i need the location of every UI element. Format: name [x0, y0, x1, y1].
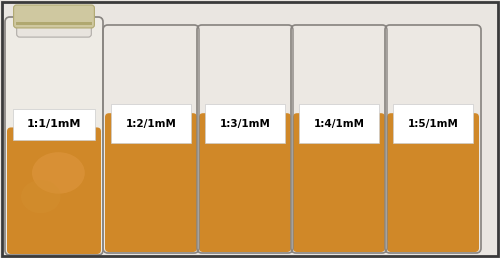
- FancyBboxPatch shape: [293, 113, 385, 252]
- Bar: [205, 104, 285, 143]
- FancyBboxPatch shape: [385, 25, 481, 253]
- FancyBboxPatch shape: [387, 113, 479, 252]
- Ellipse shape: [32, 152, 85, 194]
- FancyBboxPatch shape: [291, 25, 387, 253]
- FancyBboxPatch shape: [105, 113, 197, 252]
- FancyBboxPatch shape: [16, 7, 92, 37]
- Text: 1:4/1mM: 1:4/1mM: [314, 119, 364, 129]
- Text: 1:1/1mM: 1:1/1mM: [27, 119, 81, 129]
- Text: 1:2/1mM: 1:2/1mM: [126, 119, 176, 129]
- Bar: [205, 117, 285, 128]
- Bar: [111, 104, 191, 143]
- FancyBboxPatch shape: [7, 127, 101, 254]
- FancyBboxPatch shape: [103, 25, 199, 253]
- Bar: [393, 117, 473, 128]
- Bar: [16, 22, 92, 25]
- Bar: [393, 104, 473, 143]
- Ellipse shape: [21, 180, 60, 213]
- FancyBboxPatch shape: [199, 113, 291, 252]
- Bar: [299, 117, 379, 128]
- FancyBboxPatch shape: [5, 17, 103, 255]
- Text: 1:5/1mM: 1:5/1mM: [408, 119, 459, 129]
- Bar: [299, 104, 379, 143]
- Bar: [111, 117, 191, 128]
- Text: 1:3/1mM: 1:3/1mM: [220, 119, 270, 129]
- FancyBboxPatch shape: [14, 5, 94, 28]
- FancyBboxPatch shape: [197, 25, 293, 253]
- Bar: [13, 109, 95, 140]
